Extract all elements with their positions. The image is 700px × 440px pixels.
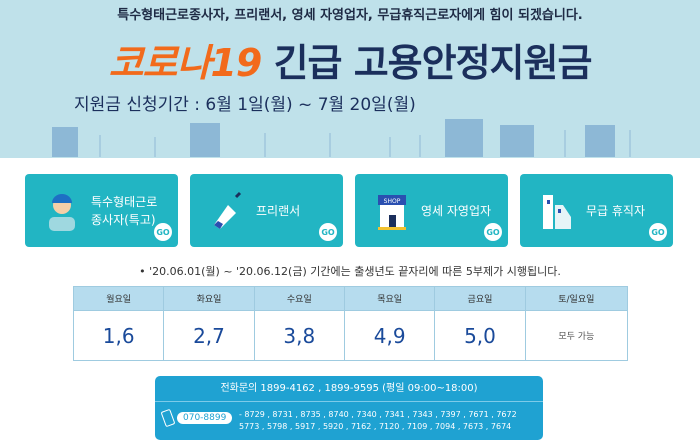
go-button[interactable]: GO [649, 223, 667, 241]
card-special-workers[interactable]: 특수형태근로 종사자(특고) GO [25, 174, 178, 247]
phone-inquiry: 전화문의 1899-4162 , 1899-9595 (평일 09:00~18:… [155, 376, 543, 402]
shop-icon: SHOP [378, 194, 406, 230]
svg-text:SHOP: SHOP [384, 198, 401, 205]
pen-icon [214, 191, 242, 229]
card-small-business[interactable]: SHOP 영세 자영업자 GO [355, 174, 508, 247]
tagline: 특수형태근로종사자, 프리랜서, 영세 자영업자, 무급휴직근로자에게 힘이 되… [117, 8, 583, 23]
extension-list: - 8729 , 8731 , 8735 , 8740 , 7340 , 734… [239, 410, 517, 431]
go-button[interactable]: GO [319, 223, 337, 241]
schedule-table: 월요일 화요일 수요일 목요일 금요일 토/일요일 1,6 2,7 3,8 4,9 5,0 모두 가… [72, 286, 629, 361]
phone-prefix-badge: 070-8899 [177, 412, 233, 424]
go-button[interactable]: GO [154, 223, 172, 241]
hero-banner: 특수형태근로종사자, 프리랜서, 영세 자영업자, 무급휴직근로자에게 힘이 되… [0, 0, 700, 158]
rotation-note: • '20.06.01(월) ~ '20.06.12(금) 기간에는 출생년도 … [139, 265, 561, 278]
worker-icon [49, 193, 75, 231]
application-period: 지원금 신청기간 : 6월 1일(월) ~ 7월 20일(월) [74, 95, 416, 115]
building-icon [543, 194, 571, 229]
mobile-phone-icon [160, 408, 176, 428]
contact-box: 전화문의 1899-4162 , 1899-9595 (평일 09:00~18:… [155, 376, 543, 440]
town-illustration [52, 119, 631, 157]
card-freelancer[interactable]: 프리랜서 GO [190, 174, 343, 247]
card-unpaid-leave[interactable]: 무급 휴직자 GO [520, 174, 673, 247]
page-title: 코로나19 긴급 고용안정지원금 [108, 41, 593, 85]
go-button[interactable]: GO [484, 223, 502, 241]
